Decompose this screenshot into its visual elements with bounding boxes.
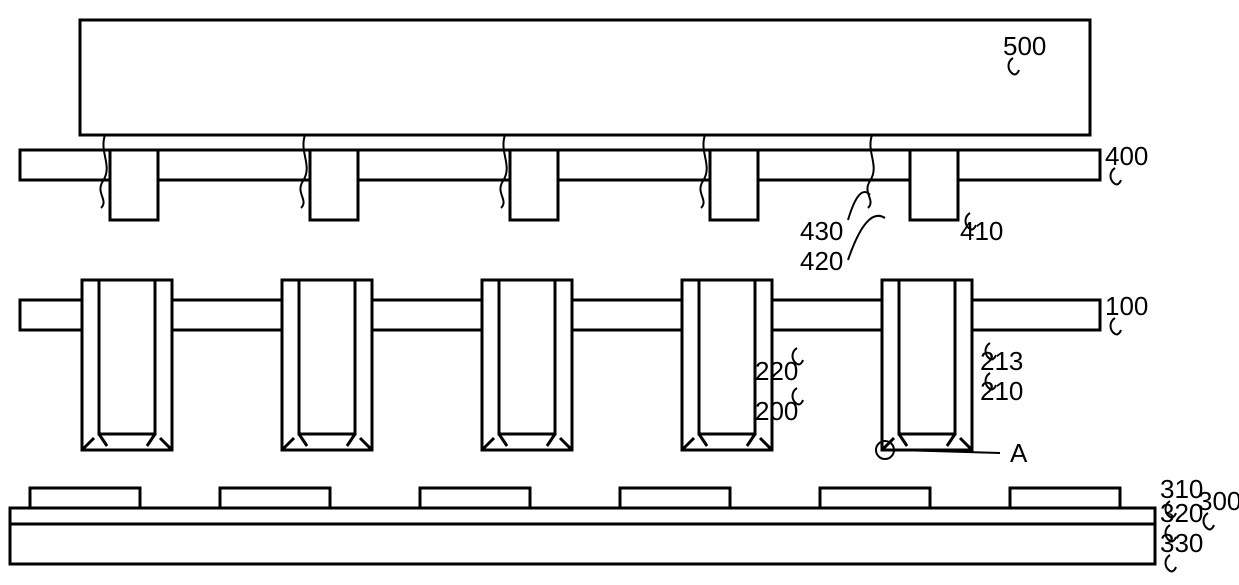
pad-310-5 <box>1010 488 1120 508</box>
label-A: A <box>1010 438 1028 468</box>
pad-310-3 <box>620 488 730 508</box>
label-400: 400 <box>1105 141 1148 171</box>
label-300: 300 <box>1198 486 1239 516</box>
label-420: 420 <box>800 246 843 276</box>
leader-430 <box>848 192 870 220</box>
guide-inner-220-4 <box>899 280 955 434</box>
pad-310-1 <box>220 488 330 508</box>
leader-420 <box>848 216 885 260</box>
label-430: 430 <box>800 216 843 246</box>
label-500: 500 <box>1003 31 1046 61</box>
leg-410-2 <box>510 150 558 220</box>
leg-410-1 <box>310 150 358 220</box>
label-100: 100 <box>1105 291 1148 321</box>
leg-410-4 <box>910 150 958 220</box>
label-330: 330 <box>1160 528 1203 558</box>
guide-inner-220-2 <box>499 280 555 434</box>
guide-inner-220-0 <box>99 280 155 434</box>
block-500 <box>80 20 1090 135</box>
layer-330 <box>10 524 1155 564</box>
label-213: 213 <box>980 346 1023 376</box>
label-320: 320 <box>1160 498 1203 528</box>
guide-inner-220-1 <box>299 280 355 434</box>
guide-inner-220-3 <box>699 280 755 434</box>
label-200: 200 <box>755 396 798 426</box>
label-210: 210 <box>980 376 1023 406</box>
pad-310-0 <box>30 488 140 508</box>
pad-310-2 <box>420 488 530 508</box>
label-410: 410 <box>960 216 1003 246</box>
diagram-canvas: 5004004304204101002202002132103103203303… <box>0 0 1239 585</box>
label-220: 220 <box>755 356 798 386</box>
leg-410-3 <box>710 150 758 220</box>
leg-410-0 <box>110 150 158 220</box>
pad-310-4 <box>820 488 930 508</box>
layer-320 <box>10 508 1155 524</box>
